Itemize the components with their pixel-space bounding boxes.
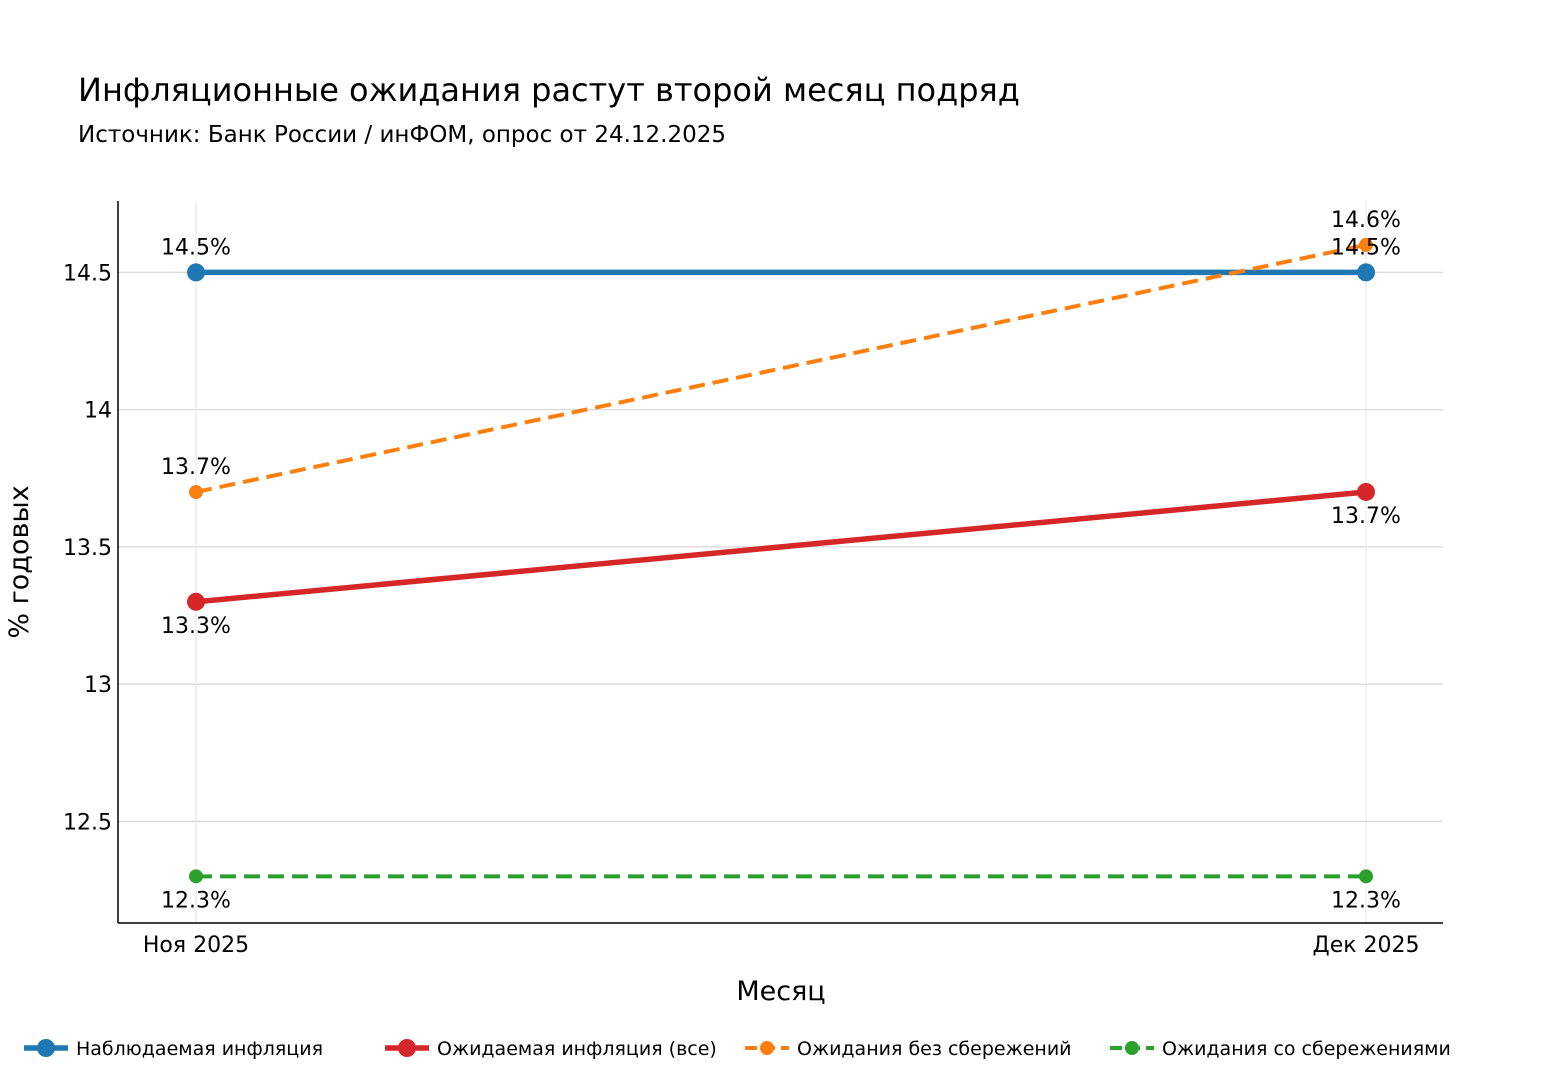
series [187,237,1375,884]
y-tick-label: 12.5 [63,810,112,835]
data-labels: 14.5% 14.5% 13.3% 13.7% 13.7% 14.6% 12.3% 12.3% [161,208,1401,913]
series-point [1357,482,1375,501]
x-tick-labels: Ноя 2025 Дек 2025 [143,933,1420,958]
x-axis-title: Месяц [736,976,825,1007]
series-point [189,484,203,499]
x-tick-label: Ноя 2025 [143,933,249,958]
legend-label: Ожидания без сбережений [797,1038,1072,1060]
data-label: 14.5% [161,235,231,260]
y-axis-title: % годовых [4,485,35,638]
legend-swatch-marker [760,1041,774,1055]
data-label: 13.7% [161,455,231,480]
series-point [189,869,203,884]
series-point [1359,869,1373,884]
y-tick-label: 14.5 [63,261,112,286]
x-tick-label: Дек 2025 [1313,933,1420,958]
axes [117,201,1443,924]
data-label: 14.6% [1331,208,1401,233]
legend-label: Ожидания со сбережениями [1162,1038,1451,1060]
series-line [195,242,1367,494]
data-label: 12.3% [161,888,231,913]
y-tick-labels: 12.5 13 13.5 14 14.5 [63,261,112,835]
legend-swatch-marker [398,1039,416,1057]
y-tick-label: 14 [84,399,112,424]
data-label: 13.7% [1331,504,1401,529]
data-label: 14.5% [1331,235,1401,260]
series-line [195,489,1367,605]
series-point [1359,237,1373,252]
grid [118,201,1443,923]
data-label: 13.3% [161,614,231,639]
legend: Наблюдаемая инфляция Ожидаемая инфляция (… [24,1038,1451,1060]
legend-swatch-marker [37,1039,55,1057]
data-label: 12.3% [1331,888,1401,913]
chart-title: Инфляционные ожидания растут второй меся… [78,71,1020,109]
series-point [187,592,205,611]
series-point [187,263,205,282]
y-tick-label: 13.5 [63,536,112,561]
legend-swatch-marker [1125,1041,1139,1055]
y-tick-label: 13 [84,673,112,698]
legend-label: Ожидаемая инфляция (все) [437,1038,717,1060]
legend-label: Наблюдаемая инфляция [76,1038,323,1060]
series-point [1357,263,1375,282]
chart-subtitle: Источник: Банк России / инФОМ, опрос от … [78,122,726,148]
